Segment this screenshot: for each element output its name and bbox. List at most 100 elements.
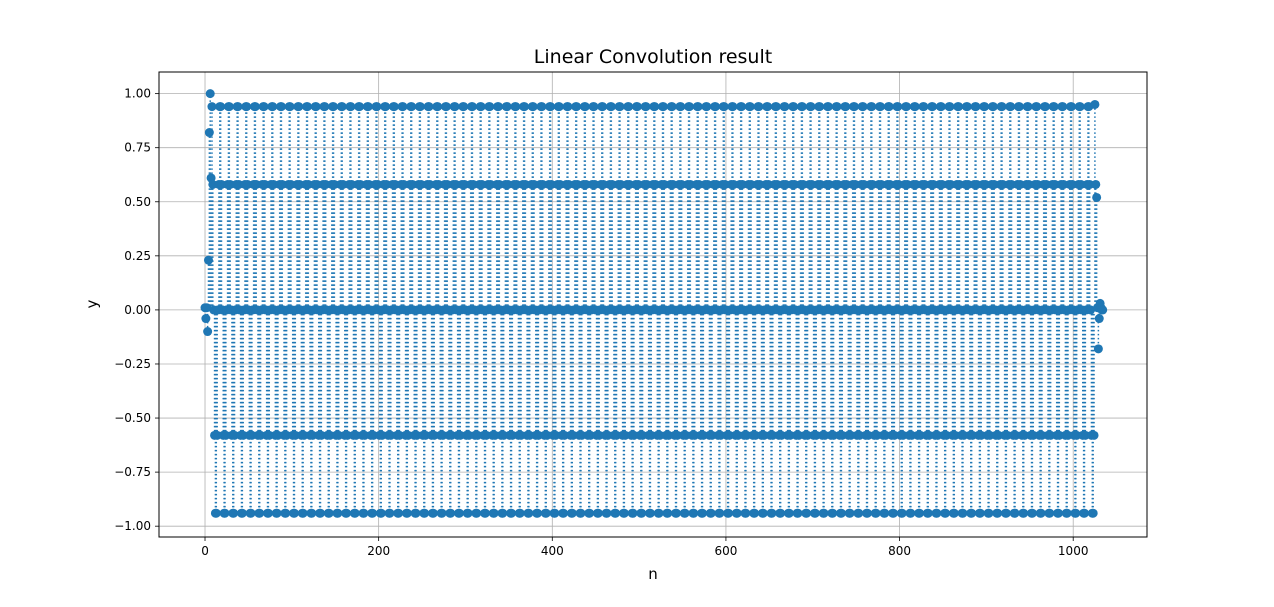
data-point [776,508,786,518]
data-point [619,508,629,518]
data-point [246,508,256,518]
data-point [1045,508,1055,518]
data-point [502,102,512,112]
data-point [828,508,838,518]
data-point [641,102,651,112]
data-point [823,102,833,112]
data-point [415,102,425,112]
data-point [207,102,217,112]
data-point [1075,102,1085,112]
y-tick-label: −0.25 [114,357,151,371]
data-point [563,102,573,112]
data-point [1092,192,1102,202]
data-point [841,102,851,112]
data-point [567,508,577,518]
data-point [541,508,551,518]
data-point [858,102,868,112]
data-point [428,508,438,518]
data-point [793,508,803,518]
data-point [355,102,365,112]
data-point [902,102,912,112]
data-point [203,255,213,265]
data-point [593,508,603,518]
data-point [684,102,694,112]
data-point [1089,430,1099,440]
data-point [376,508,386,518]
data-point [359,508,369,518]
data-point [506,508,516,518]
data-point [971,102,981,112]
data-point [1088,508,1098,518]
data-point [676,102,686,112]
data-point [1032,102,1042,112]
data-point [706,508,716,518]
data-point [363,102,373,112]
data-point [281,508,291,518]
data-point [606,102,616,112]
data-point [763,102,773,112]
axis-ticks: 0 200 400 600 800 1000 −1.00 −0.75 −0.50 −0.25 0.0… [114,87,1088,558]
data-point [658,102,668,112]
data-point [949,508,959,518]
data-point [932,508,942,518]
data-point [1093,344,1103,354]
data-point [1090,99,1100,109]
data-point [329,102,339,112]
data-point [923,508,933,518]
data-point [580,102,590,112]
data-point [315,508,325,518]
data-point [993,508,1003,518]
y-tick-label: −0.50 [114,411,151,425]
data-point [289,508,299,518]
data-point [1049,102,1059,112]
data-point [771,102,781,112]
data-point [276,102,286,112]
data-point [988,102,998,112]
data-point [472,508,482,518]
data-point [702,102,712,112]
data-point [754,102,764,112]
data-point [550,508,560,518]
data-point [832,102,842,112]
data-point [515,508,525,518]
data-point [1010,508,1020,518]
data-point [372,102,382,112]
data-point [724,508,734,518]
data-point [802,508,812,518]
data-point [255,508,265,518]
data-point [862,508,872,518]
data-point [489,508,499,518]
data-point [645,508,655,518]
data-point [398,102,408,112]
data-point [454,508,464,518]
data-point [307,508,317,518]
data-point [936,102,946,112]
data-point [333,508,343,518]
data-point [732,508,742,518]
data-point [880,508,890,518]
data-point [272,508,282,518]
data-point [980,102,990,112]
data-point [537,102,547,112]
data-point [975,508,985,518]
data-point [211,508,221,518]
data-point [463,508,473,518]
data-point [263,508,273,518]
data-point [411,508,421,518]
data-point [689,508,699,518]
data-point [242,102,252,112]
data-point [1071,508,1081,518]
data-point [910,102,920,112]
data-point [680,508,690,518]
data-point [815,102,825,112]
data-point [285,102,295,112]
data-point [962,102,972,112]
data-point [598,102,608,112]
data-point [767,508,777,518]
data-point [654,508,664,518]
data-point [615,102,625,112]
data-point [836,508,846,518]
data-point [928,102,938,112]
